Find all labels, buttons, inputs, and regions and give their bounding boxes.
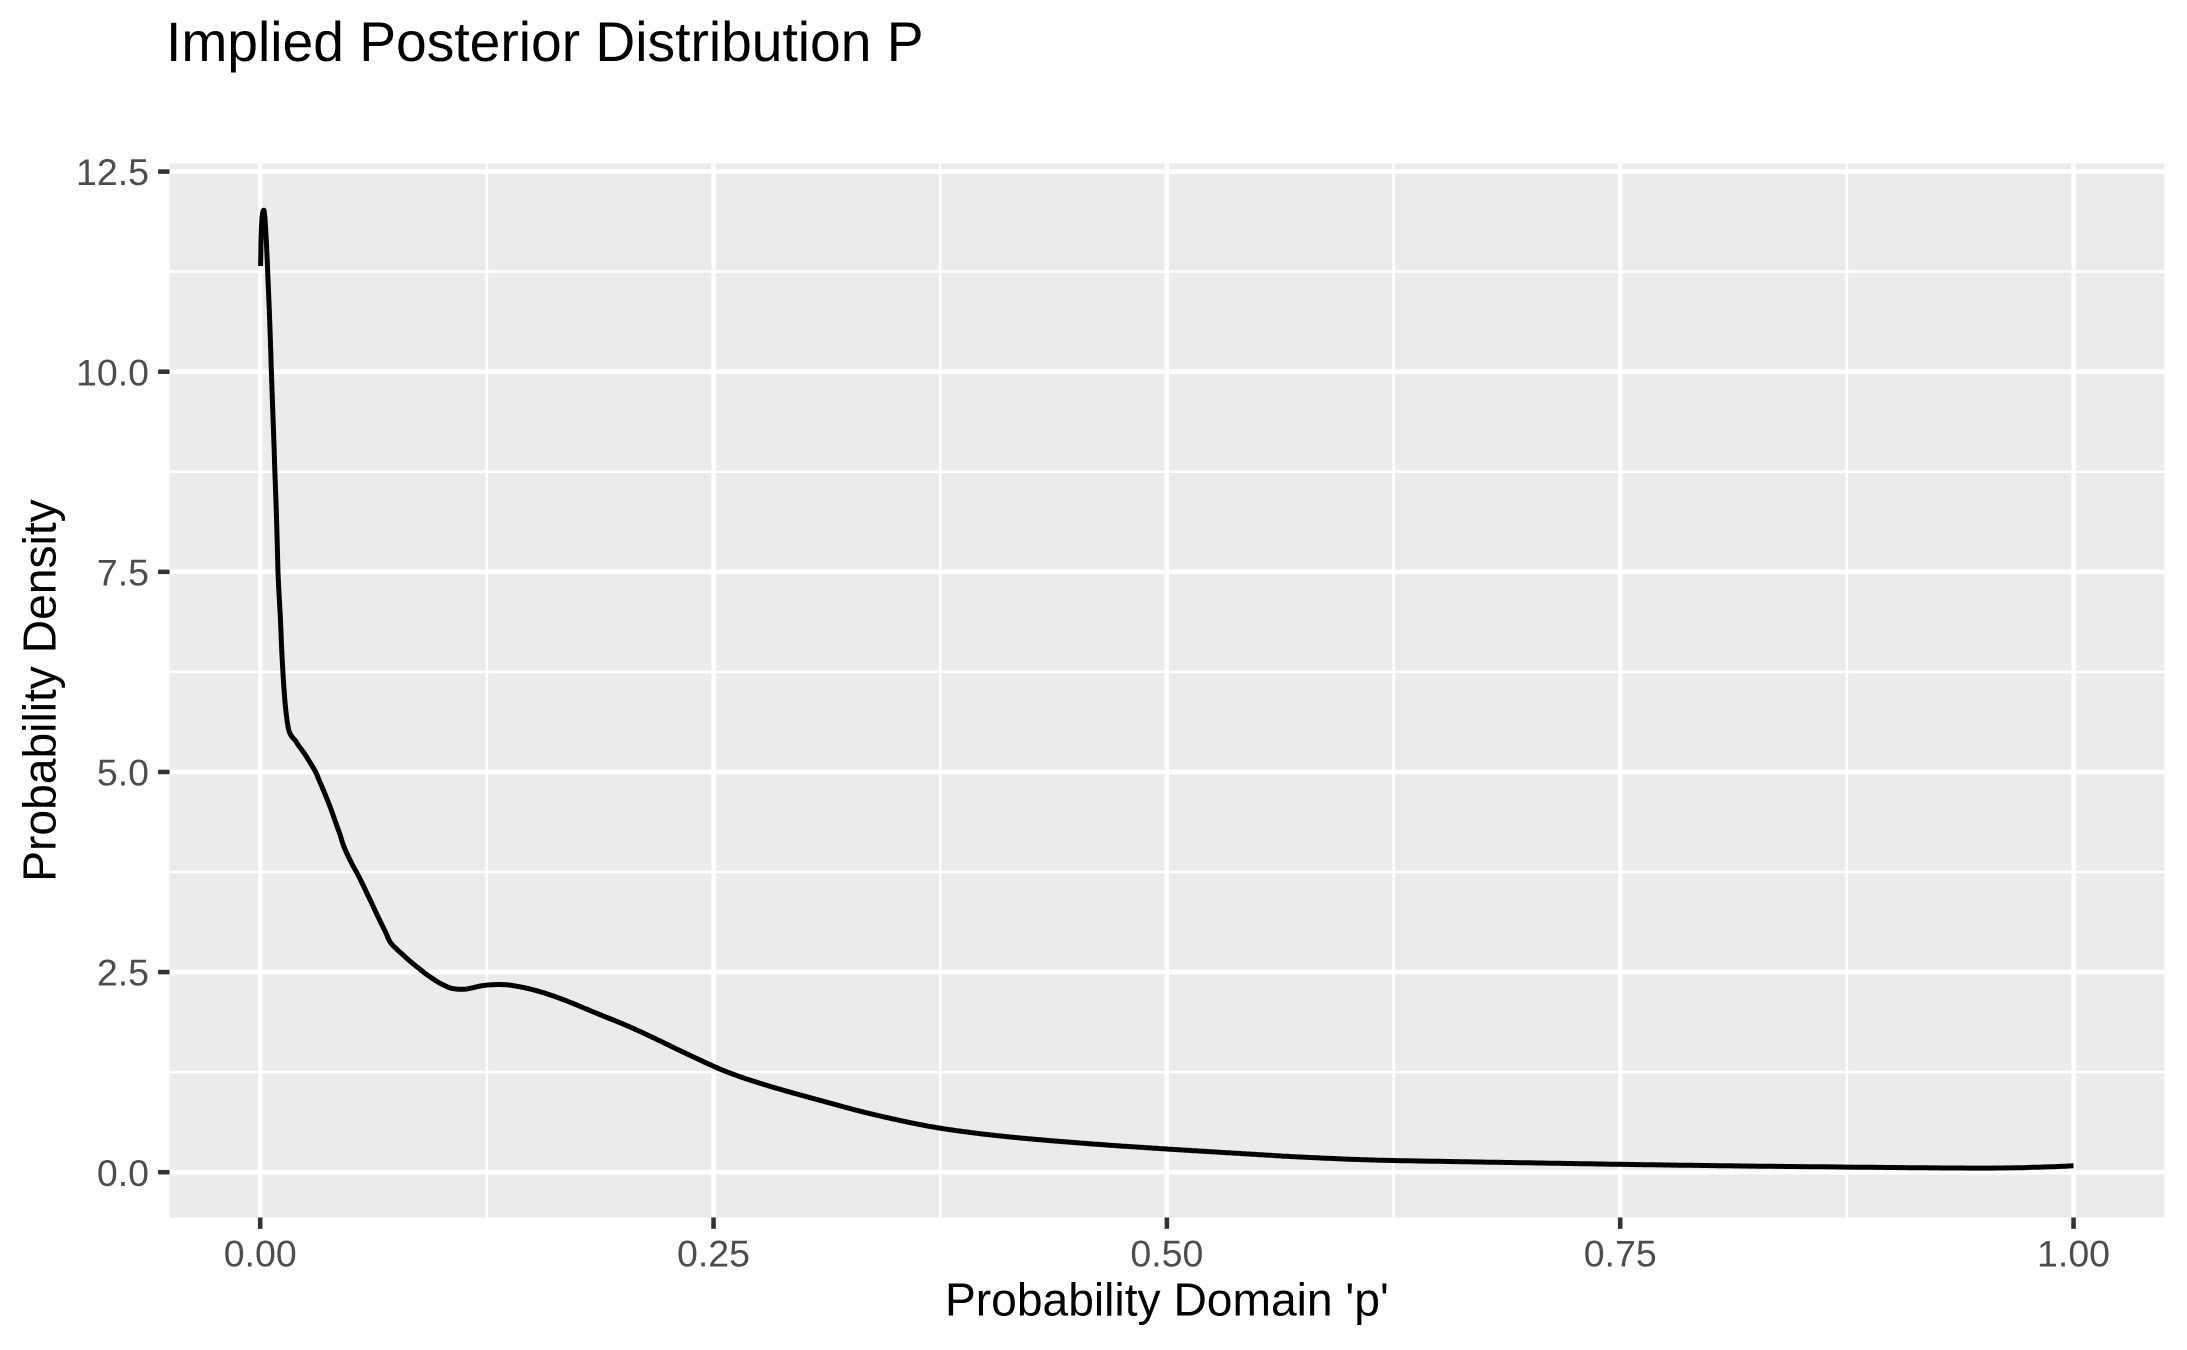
svg-text:7.5: 7.5 xyxy=(97,551,149,593)
svg-text:0.25: 0.25 xyxy=(677,1233,750,1275)
svg-text:0.50: 0.50 xyxy=(1130,1233,1203,1275)
svg-text:10.0: 10.0 xyxy=(76,351,149,393)
svg-text:Probability Domain 'p': Probability Domain 'p' xyxy=(945,1274,1389,1326)
svg-text:0.0: 0.0 xyxy=(97,1152,149,1194)
svg-text:Implied Posterior Distribution: Implied Posterior Distribution P xyxy=(166,11,924,73)
svg-text:2.5: 2.5 xyxy=(97,952,149,994)
svg-text:0.75: 0.75 xyxy=(1584,1233,1657,1275)
svg-text:5.0: 5.0 xyxy=(97,752,149,794)
svg-text:Probability Density: Probability Density xyxy=(14,499,66,882)
svg-text:1.00: 1.00 xyxy=(2037,1233,2110,1275)
svg-text:12.5: 12.5 xyxy=(76,151,149,193)
svg-text:0.00: 0.00 xyxy=(224,1233,297,1275)
